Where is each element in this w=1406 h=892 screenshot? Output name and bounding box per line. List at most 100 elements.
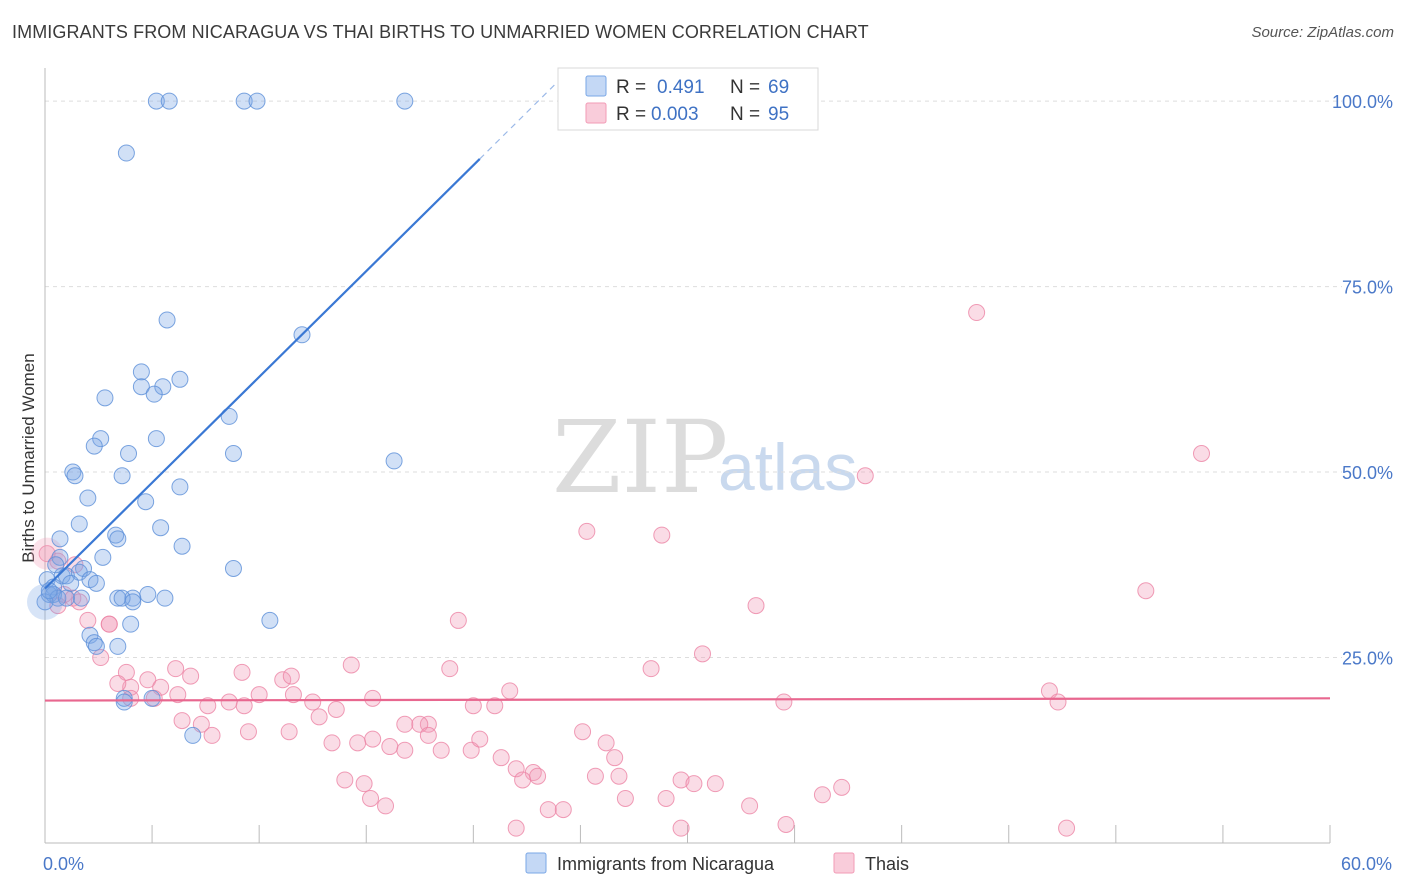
nicaragua-point-5 — [117, 144, 135, 162]
thais-point-65 — [432, 741, 450, 759]
thais-point-56 — [349, 734, 367, 752]
nicaragua-point-2 — [235, 92, 253, 110]
thais-point-85 — [685, 775, 703, 793]
nicaragua-point-22 — [113, 467, 131, 485]
thais-point-2 — [856, 467, 874, 485]
nicaragua-cluster-blob — [27, 583, 63, 620]
thais-point-81 — [514, 771, 532, 789]
nicaragua-point-11 — [154, 378, 172, 396]
thais-point-74 — [610, 767, 628, 785]
bottom-legend: Immigrants from Nicaragua Thais — [525, 852, 909, 874]
nicaragua-point-23 — [66, 467, 84, 485]
thais-point-4 — [653, 526, 671, 544]
legend-n-value-nicaragua: 69 — [768, 77, 789, 98]
nicaragua-trend-extension — [479, 82, 558, 160]
thais-point-52 — [203, 726, 221, 744]
thais-point-36 — [284, 686, 302, 704]
nicaragua-point-57 — [109, 637, 127, 655]
legend-n-value-thais: 95 — [768, 104, 789, 125]
thais-point-73 — [586, 767, 604, 785]
thais-point-86 — [706, 775, 724, 793]
nicaragua-point-53 — [124, 593, 142, 611]
thais-point-75 — [597, 734, 615, 752]
axes — [44, 68, 1331, 844]
thais-point-14 — [79, 611, 97, 629]
thais-point-54 — [280, 723, 298, 741]
thais-point-62 — [364, 730, 382, 748]
thais-trend-line — [44, 697, 1331, 702]
thais-point-41 — [364, 689, 382, 707]
nicaragua-point-10 — [132, 378, 150, 396]
nicaragua-point-9 — [171, 370, 189, 388]
thais-point-43 — [501, 682, 519, 700]
chart-source: Source: ZipAtlas.com — [1251, 24, 1394, 41]
legend-swatch-thais — [585, 102, 607, 124]
bottom-legend-label-thais: Thais — [865, 854, 909, 874]
thais-point-64 — [381, 738, 399, 756]
nicaragua-trend-line — [44, 158, 481, 590]
nicaragua-point-4 — [396, 92, 414, 110]
gridlines — [45, 100, 1342, 659]
series-thais — [31, 304, 1210, 837]
thais-point-67 — [471, 730, 489, 748]
chart-title: IMMIGRANTS FROM NICARAGUA VS THAI BIRTHS… — [12, 22, 869, 42]
thais-point-91 — [539, 801, 557, 819]
nicaragua-point-41 — [62, 574, 80, 592]
nicaragua-point-16 — [147, 430, 165, 448]
x-tick-label-0: 0.0% — [43, 854, 84, 874]
legend-r-value-thais: 0.003 — [651, 104, 699, 125]
nicaragua-point-19 — [224, 445, 242, 462]
nicaragua-point-51 — [49, 589, 67, 607]
thais-point-27 — [169, 686, 187, 704]
nicaragua-point-33 — [94, 548, 112, 566]
thais-point-80 — [377, 797, 395, 815]
thais-point-78 — [336, 771, 354, 789]
y-tick-label-2: 75.0% — [1342, 278, 1393, 298]
thais-point-94 — [777, 815, 795, 833]
nicaragua-point-26 — [137, 493, 155, 511]
thais-point-93 — [672, 819, 690, 837]
nicaragua-point-18 — [120, 445, 138, 462]
thais-point-21 — [139, 671, 157, 689]
thais-point-44 — [464, 697, 482, 715]
thais-point-89 — [833, 778, 851, 796]
nicaragua-point-3 — [248, 92, 266, 110]
thais-point-92 — [554, 801, 572, 819]
nicaragua-point-63 — [36, 593, 54, 611]
y-tick-label-3: 100.0% — [1332, 92, 1393, 112]
bottom-legend-swatch-nicaragua — [525, 852, 547, 874]
nicaragua-point-28 — [152, 519, 170, 537]
thais-point-45 — [486, 697, 504, 715]
nicaragua-point-31 — [51, 530, 69, 548]
nicaragua-point-8 — [132, 363, 150, 381]
nicaragua-point-12 — [96, 389, 114, 407]
thais-point-5 — [747, 597, 765, 615]
nicaragua-point-48 — [113, 589, 131, 607]
nicaragua-point-52 — [72, 589, 90, 607]
thais-point-17 — [449, 611, 467, 629]
thais-point-40 — [342, 656, 360, 674]
watermark: ZIP atlas — [552, 399, 857, 516]
nicaragua-point-32 — [173, 537, 191, 555]
thais-point-24 — [109, 674, 127, 692]
legend-r-label-thais: R = — [616, 104, 646, 125]
thais-point-82 — [616, 789, 634, 807]
nicaragua-point-13 — [145, 385, 163, 403]
nicaragua-point-27 — [70, 515, 88, 533]
tick-labels: 25.0% 50.0% 75.0% 100.0% 0.0% 60.0% — [43, 92, 1393, 874]
thais-point-95 — [1058, 819, 1076, 837]
legend-swatch-nicaragua — [585, 75, 607, 97]
thais-point-32 — [235, 697, 253, 715]
thais-point-38 — [310, 708, 328, 726]
legend-n-label-nicaragua: N = — [730, 77, 760, 98]
thais-point-63 — [396, 741, 414, 759]
thais-point-35 — [282, 667, 300, 685]
nicaragua-point-54 — [261, 611, 279, 629]
thais-point-18 — [693, 645, 711, 663]
thais-point-58 — [396, 715, 414, 733]
nicaragua-point-30 — [109, 530, 127, 548]
thais-point-16 — [100, 615, 118, 633]
thais-point-26 — [182, 667, 200, 685]
thais-point-77 — [355, 775, 373, 793]
